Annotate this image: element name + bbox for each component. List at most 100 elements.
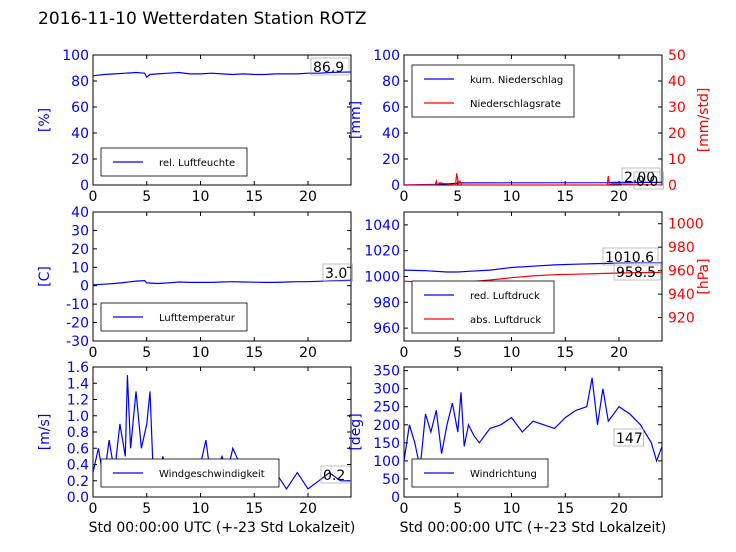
x-tick-label: 20: [610, 189, 628, 205]
current-value-label: 2.00: [624, 170, 655, 186]
y-tick-label: 50: [382, 472, 400, 488]
y-tick-label: 0.0: [67, 490, 89, 506]
y-tick-label: 40: [71, 126, 89, 142]
x-tick-label: 5: [453, 501, 462, 517]
x-tick-label: 20: [299, 501, 317, 517]
y-axis-label: [%]: [37, 108, 53, 132]
y-right-tick-label: 0: [668, 178, 677, 194]
y-right-tick-label: 50: [668, 48, 686, 64]
y-tick-label: 1040: [364, 218, 400, 234]
y-tick-label: 300: [373, 382, 400, 398]
current-value-box: [613, 428, 644, 447]
y-tick-label: 100: [373, 454, 400, 470]
y-tick-label: 40: [382, 126, 400, 142]
y-tick-label: 0: [391, 490, 400, 506]
panel-humidity: 0 5 10 15 20 0 20 40 60 80 100 [%] rel. Luftfeuchte 8…: [37, 48, 352, 205]
y-tick-label: 960: [373, 321, 400, 337]
y-tick-label: 0: [80, 279, 89, 295]
y-tick-label: 80: [382, 74, 400, 90]
y-axis-label: [mm]: [348, 101, 364, 139]
legend-label: rel. Luftfeuchte: [159, 158, 235, 169]
y-tick-label: -20: [66, 316, 89, 332]
panel-pressure: 0 5 10 15 20 960 980 1000 1020 1040 920 940 960 980 10…: [364, 211, 712, 361]
y-tick-label: 20: [382, 152, 400, 168]
y-tick-label: 10: [71, 260, 89, 276]
x-tick-label: 15: [556, 189, 574, 205]
current-value-box: [602, 247, 659, 266]
y-tick-label: 1020: [364, 244, 400, 260]
x-tick-label: 15: [245, 189, 263, 205]
current-value-box: [320, 465, 351, 484]
legend-box: [411, 64, 575, 118]
x-tick-label: 20: [610, 345, 628, 361]
y-right-tick-label: 1000: [668, 217, 704, 233]
x-axis-label: Std 00:00:00 UTC (+-23 Std Lokalzeit): [89, 520, 356, 536]
y-tick-label: 60: [71, 100, 89, 116]
y-tick-label: 1.4: [67, 376, 89, 392]
x-tick-label: 0: [89, 345, 98, 361]
y-right-axis-label: [hPa]: [696, 258, 712, 294]
legend-label: red. Luftdruck: [470, 291, 540, 302]
x-tick-label: 10: [503, 189, 521, 205]
x-tick-label: 10: [192, 501, 210, 517]
y-tick-label: 0.2: [67, 474, 89, 490]
x-tick-label: 10: [192, 189, 210, 205]
y-tick-label: 1.6: [67, 360, 89, 376]
y-tick-label: -30: [66, 334, 89, 350]
y-tick-label: 980: [373, 295, 400, 311]
x-tick-label: 20: [299, 345, 317, 361]
current-value-label: 86.9: [313, 60, 344, 76]
y-tick-label: 1.2: [67, 393, 89, 409]
y-tick-label: 150: [373, 436, 400, 452]
x-axis-label: Std 00:00:00 UTC (+-23 Std Lokalzeit): [400, 520, 667, 536]
y-tick-label: 20: [71, 152, 89, 168]
y-tick-label: 200: [373, 418, 400, 434]
x-tick-label: 15: [245, 501, 263, 517]
x-tick-label: 0: [400, 189, 409, 205]
x-tick-label: 15: [245, 345, 263, 361]
x-tick-label: 0: [400, 345, 409, 361]
series-line-winddirection-0: [403, 377, 663, 469]
y-axis-label: [deg]: [348, 413, 364, 450]
x-tick-label: 5: [142, 345, 151, 361]
current-value-box: [322, 263, 353, 282]
current-value-box: [310, 57, 350, 76]
x-tick-label: 0: [400, 501, 409, 517]
y-tick-label: 250: [373, 400, 400, 416]
x-tick-label: 10: [503, 345, 521, 361]
legend-label: kum. Niederschlag: [470, 75, 563, 86]
panel-temperature: 0 5 10 15 20 -30 -20 -10 0 10 20 30 40 [C] Lufttempera…: [37, 205, 353, 361]
series-line-temperature-0: [92, 279, 352, 286]
current-value-label: 1010.6: [605, 250, 654, 266]
x-tick-label: 10: [503, 501, 521, 517]
x-tick-label: 10: [192, 345, 210, 361]
y-right-tick-label: 10: [668, 152, 686, 168]
y-axis-label: [m/s]: [37, 414, 53, 451]
y-tick-label: 0.8: [67, 425, 89, 441]
current-value-label: 0.0: [636, 174, 658, 190]
legend-box: [411, 280, 555, 334]
current-value-label: 958.5: [616, 265, 656, 281]
y-tick-label: 40: [71, 205, 89, 221]
x-tick-label: 20: [299, 189, 317, 205]
series-line-humidity-0: [92, 71, 352, 79]
y-tick-label: 0.4: [67, 458, 89, 474]
y-tick-label: 0.6: [67, 441, 89, 457]
y-right-axis-label: [mm/std]: [696, 88, 712, 153]
y-tick-label: 80: [71, 74, 89, 90]
y-right-tick-label: 940: [668, 287, 695, 303]
y-right-tick-label: 960: [668, 264, 695, 280]
y-right-tick-label: 920: [668, 311, 695, 327]
x-tick-label: 5: [453, 345, 462, 361]
y-right-tick-label: 30: [668, 100, 686, 116]
legend-label: Windrichtung: [470, 469, 537, 480]
x-tick-label: 5: [142, 189, 151, 205]
y-tick-label: 0: [80, 178, 89, 194]
current-value-label: 147: [616, 431, 643, 447]
series-line-precipitation-0: [403, 181, 662, 186]
y-tick-label: 20: [71, 242, 89, 258]
legend-label: abs. Luftdruck: [470, 315, 541, 326]
